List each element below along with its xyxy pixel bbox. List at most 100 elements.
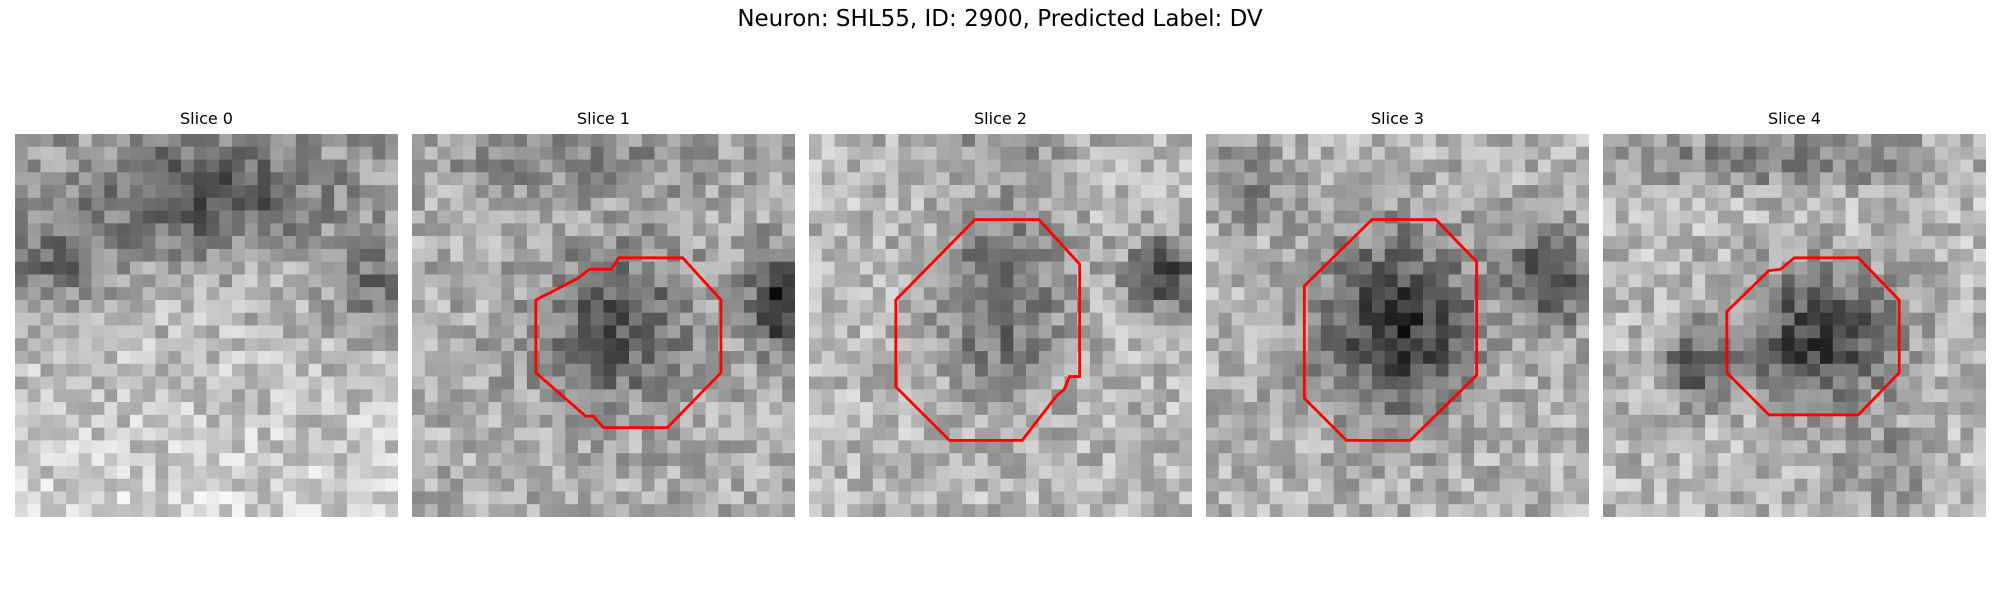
pixel bbox=[1051, 363, 1065, 377]
pixel bbox=[1486, 338, 1500, 352]
pixel bbox=[91, 274, 105, 288]
pixel bbox=[885, 440, 899, 454]
pixel bbox=[180, 159, 194, 173]
pixel bbox=[385, 274, 398, 288]
pixel bbox=[1615, 325, 1629, 339]
pixel bbox=[1295, 312, 1309, 326]
pixel bbox=[1499, 312, 1513, 326]
pixel bbox=[923, 223, 937, 237]
pixel bbox=[577, 504, 591, 517]
pixel bbox=[1960, 287, 1974, 301]
pixel bbox=[1603, 159, 1617, 173]
pixel bbox=[898, 504, 912, 517]
pixel bbox=[514, 453, 528, 467]
pixel bbox=[1486, 453, 1500, 467]
pixel bbox=[412, 478, 426, 492]
pixel bbox=[898, 453, 912, 467]
pixel bbox=[321, 172, 335, 186]
pixel bbox=[1743, 146, 1757, 160]
pixel bbox=[424, 453, 438, 467]
pixel bbox=[385, 465, 398, 479]
pixel bbox=[974, 389, 988, 403]
pixel bbox=[66, 453, 80, 467]
pixel bbox=[898, 363, 912, 377]
pixel bbox=[514, 504, 528, 517]
pixel bbox=[1064, 172, 1078, 186]
pixel bbox=[590, 299, 604, 313]
pixel bbox=[809, 414, 823, 428]
pixel bbox=[809, 504, 823, 517]
pixel bbox=[1794, 261, 1808, 275]
pixel bbox=[1295, 453, 1309, 467]
pixel bbox=[501, 172, 515, 186]
pixel bbox=[1371, 197, 1385, 211]
pixel bbox=[1883, 325, 1897, 339]
pixel bbox=[577, 491, 591, 505]
pixel bbox=[1435, 210, 1449, 224]
pixel bbox=[142, 210, 156, 224]
pixel bbox=[603, 465, 617, 479]
pixel bbox=[898, 223, 912, 237]
pixel bbox=[334, 146, 348, 160]
pixel bbox=[565, 351, 579, 365]
pixel bbox=[860, 351, 874, 365]
pixel bbox=[372, 414, 386, 428]
pixel bbox=[1448, 236, 1462, 250]
pixel bbox=[385, 478, 398, 492]
pixel bbox=[1448, 402, 1462, 416]
pixel bbox=[1628, 197, 1642, 211]
pixel bbox=[1346, 299, 1360, 313]
pixel bbox=[295, 248, 309, 262]
pixel bbox=[1461, 478, 1475, 492]
pixel bbox=[1295, 504, 1309, 517]
pixel bbox=[475, 261, 489, 275]
pixel bbox=[847, 363, 861, 377]
pixel bbox=[1922, 351, 1936, 365]
pixel bbox=[629, 351, 643, 365]
pixel bbox=[1218, 389, 1232, 403]
pixel bbox=[1333, 159, 1347, 173]
pixel bbox=[1512, 376, 1526, 390]
pixel bbox=[1346, 325, 1360, 339]
pixel bbox=[1973, 414, 1986, 428]
pixel bbox=[860, 465, 874, 479]
pixel bbox=[501, 465, 515, 479]
pixel bbox=[898, 274, 912, 288]
pixel bbox=[1089, 248, 1103, 262]
pixel bbox=[565, 261, 579, 275]
pixel bbox=[1641, 376, 1655, 390]
pixel bbox=[1346, 338, 1360, 352]
pixel bbox=[1461, 274, 1475, 288]
pixel bbox=[1947, 159, 1961, 173]
pixel bbox=[334, 465, 348, 479]
pixel bbox=[577, 172, 591, 186]
pixel bbox=[680, 363, 694, 377]
pixel bbox=[1858, 223, 1872, 237]
pixel bbox=[616, 504, 630, 517]
pixel bbox=[437, 453, 451, 467]
pixel bbox=[821, 351, 835, 365]
pixel bbox=[1756, 223, 1770, 237]
pixel bbox=[1423, 172, 1437, 186]
pixel bbox=[1359, 363, 1373, 377]
pixel bbox=[1231, 414, 1245, 428]
pixel bbox=[1512, 287, 1526, 301]
pixel bbox=[257, 134, 271, 148]
pixel bbox=[1883, 146, 1897, 160]
pixel bbox=[385, 338, 398, 352]
pixel bbox=[1448, 248, 1462, 262]
pixel bbox=[1807, 287, 1821, 301]
pixel bbox=[412, 159, 426, 173]
pixel bbox=[1499, 197, 1513, 211]
pixel bbox=[1615, 261, 1629, 275]
pixel bbox=[1832, 453, 1846, 467]
pixel bbox=[257, 210, 271, 224]
pixel bbox=[1333, 414, 1347, 428]
pixel bbox=[1089, 172, 1103, 186]
pixel bbox=[987, 402, 1001, 416]
pixel bbox=[616, 414, 630, 428]
pixel bbox=[1654, 146, 1668, 160]
pixel bbox=[1461, 427, 1475, 441]
pixel bbox=[346, 325, 360, 339]
pixel bbox=[1563, 363, 1577, 377]
